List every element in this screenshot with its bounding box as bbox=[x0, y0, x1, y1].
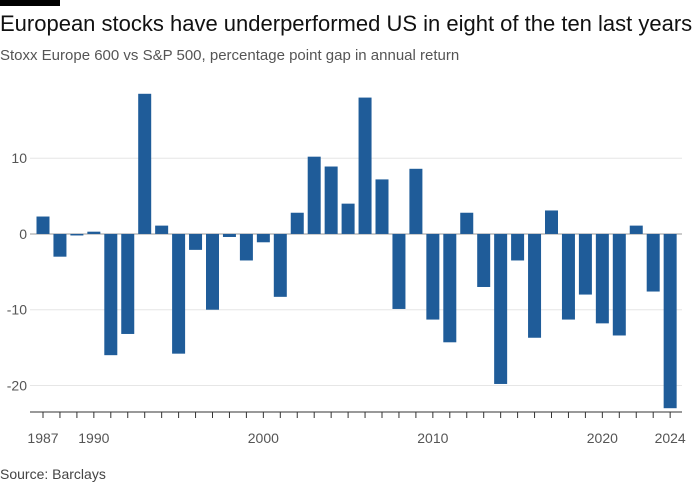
bar-2023 bbox=[646, 233, 660, 292]
bar-2013 bbox=[477, 233, 491, 287]
bar-2012 bbox=[460, 212, 474, 234]
bar-2006 bbox=[358, 97, 372, 234]
bar-2015 bbox=[511, 233, 525, 261]
header-rule bbox=[0, 0, 60, 6]
bar-1994 bbox=[155, 225, 169, 234]
bar-2016 bbox=[528, 233, 542, 338]
bar-2024 bbox=[663, 233, 677, 409]
bar-2003 bbox=[307, 156, 321, 234]
bar-2005 bbox=[341, 203, 355, 234]
bar-2018 bbox=[561, 233, 575, 320]
bars bbox=[36, 93, 677, 409]
bar-1989 bbox=[70, 233, 84, 236]
bar-1990 bbox=[87, 231, 101, 234]
x-tick-labels: 1987 1990 2000 2010 2020 2024 bbox=[27, 430, 686, 446]
x-axis bbox=[30, 411, 682, 418]
bar-1999 bbox=[239, 233, 253, 261]
y-tick-label: -20 bbox=[7, 377, 27, 393]
bar-2000 bbox=[256, 233, 270, 243]
bar-2017 bbox=[545, 210, 558, 234]
bar-2004 bbox=[324, 166, 338, 234]
chart-title: European stocks have underperformed US i… bbox=[0, 11, 693, 36]
x-tick-label: 2020 bbox=[587, 430, 618, 446]
x-tick-label: 2000 bbox=[248, 430, 279, 446]
bar-1991 bbox=[104, 233, 118, 356]
bar-2020 bbox=[595, 233, 609, 324]
y-tick-label: -10 bbox=[7, 302, 27, 318]
source-note: Source: Barclays bbox=[0, 466, 106, 482]
x-tick-label: 2010 bbox=[417, 430, 448, 446]
bar-1988 bbox=[53, 233, 67, 257]
bar-2009 bbox=[409, 168, 423, 234]
x-tick-label: 1990 bbox=[78, 430, 109, 446]
chart-subtitle: Stoxx Europe 600 vs S&P 500, percentage … bbox=[0, 47, 460, 64]
y-tick-labels: 10 0 -10 -20 bbox=[7, 150, 27, 393]
bar-2002 bbox=[290, 212, 304, 234]
bar-2007 bbox=[375, 179, 389, 234]
bar-1997 bbox=[206, 233, 219, 310]
bar-1996 bbox=[189, 233, 203, 250]
bar-2014 bbox=[494, 233, 508, 384]
bar-2022 bbox=[629, 225, 643, 234]
y-tick-label: 10 bbox=[11, 150, 27, 166]
bar-1987 bbox=[36, 216, 50, 234]
bar-2010 bbox=[426, 233, 440, 320]
x-tick-label: 1987 bbox=[27, 430, 58, 446]
bar-1995 bbox=[172, 233, 186, 354]
x-tick-label: 2024 bbox=[655, 430, 686, 446]
bar-2011 bbox=[443, 233, 457, 343]
bar-1992 bbox=[121, 233, 135, 334]
bar-2019 bbox=[578, 233, 592, 295]
bar-1993 bbox=[138, 93, 152, 234]
bar-2021 bbox=[612, 233, 626, 336]
bar-2008 bbox=[392, 233, 406, 309]
y-tick-label: 0 bbox=[19, 226, 27, 242]
bar-1998 bbox=[222, 233, 236, 237]
bar-2001 bbox=[273, 233, 287, 297]
